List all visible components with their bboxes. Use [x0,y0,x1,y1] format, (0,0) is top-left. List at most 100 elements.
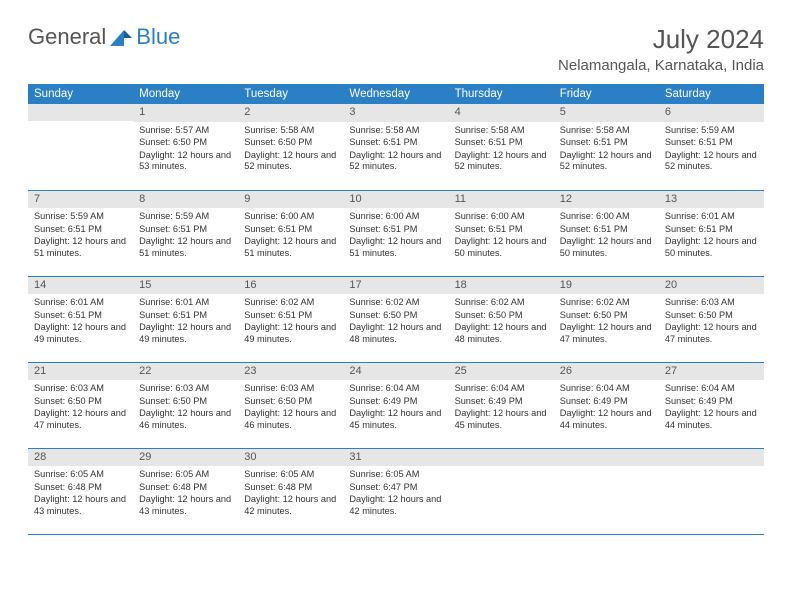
sunrise-text: Sunrise: 6:03 AM [34,383,127,395]
day-cell-23: 23Sunrise: 6:03 AMSunset: 6:50 PMDayligh… [238,362,343,448]
day-content: Sunrise: 6:05 AMSunset: 6:48 PMDaylight:… [238,466,343,524]
day-cell-2: 2Sunrise: 5:58 AMSunset: 6:50 PMDaylight… [238,104,343,190]
sunrise-text: Sunrise: 5:59 AM [34,211,127,223]
day-cell-3: 3Sunrise: 5:58 AMSunset: 6:51 PMDaylight… [343,104,448,190]
sunset-text: Sunset: 6:50 PM [34,396,127,408]
day-cell-13: 13 Sunrise: 6:01 AMSunset: 6:51 PMDayligh… [659,190,764,276]
daylight-text: Daylight: 12 hours and 52 minutes. [455,150,548,173]
day-cell-14: 14Sunrise: 6:01 AMSunset: 6:51 PMDayligh… [28,276,133,362]
daylight-text: Daylight: 12 hours and 52 minutes. [665,150,758,173]
day-content: Sunrise: 6:05 AMSunset: 6:48 PMDaylight:… [28,466,133,524]
weekday-friday: Friday [554,84,659,104]
daylight-text: Daylight: 12 hours and 46 minutes. [244,408,337,431]
sunrise-text: Sunrise: 5:58 AM [349,125,442,137]
day-content: Sunrise: 6:05 AMSunset: 6:47 PMDaylight:… [343,466,448,524]
day-cell-18: 18Sunrise: 6:02 AMSunset: 6:50 PMDayligh… [449,276,554,362]
day-number: 20 [659,277,764,295]
day-content: Sunrise: 6:05 AMSunset: 6:48 PMDaylight:… [133,466,238,524]
day-cell-20: 20Sunrise: 6:03 AMSunset: 6:50 PMDayligh… [659,276,764,362]
day-cell-31: 31Sunrise: 6:05 AMSunset: 6:47 PMDayligh… [343,448,448,534]
weekday-thursday: Thursday [449,84,554,104]
sunset-text: Sunset: 6:51 PM [665,224,758,236]
week-row: 14Sunrise: 6:01 AMSunset: 6:51 PMDayligh… [28,276,764,362]
day-content: Sunrise: 6:04 AMSunset: 6:49 PMDaylight:… [449,380,554,438]
weekday-sunday: Sunday [28,84,133,104]
day-number: 30 [238,449,343,467]
empty-content [28,121,133,177]
daylight-text: Daylight: 12 hours and 50 minutes. [665,236,758,259]
sunrise-text: Sunrise: 5:59 AM [665,125,758,137]
sunset-text: Sunset: 6:51 PM [349,224,442,236]
daylight-text: Daylight: 12 hours and 44 minutes. [560,408,653,431]
location-text: Nelamangala, Karnataka, India [558,57,764,74]
sunrise-text: Sunrise: 6:04 AM [665,383,758,395]
weekday-tuesday: Tuesday [238,84,343,104]
day-number: 24 [343,363,448,381]
daylight-text: Daylight: 12 hours and 47 minutes. [560,322,653,345]
day-number: 16 [238,277,343,295]
day-number: 13 [659,191,764,209]
sunrise-text: Sunrise: 6:05 AM [349,469,442,481]
day-cell-7: 7Sunrise: 5:59 AMSunset: 6:51 PMDaylight… [28,190,133,276]
daylight-text: Daylight: 12 hours and 44 minutes. [665,408,758,431]
daylight-text: Daylight: 12 hours and 49 minutes. [34,322,127,345]
day-cell-25: 25Sunrise: 6:04 AMSunset: 6:49 PMDayligh… [449,362,554,448]
sunrise-text: Sunrise: 6:04 AM [349,383,442,395]
daylight-text: Daylight: 12 hours and 45 minutes. [455,408,548,431]
daylight-text: Daylight: 12 hours and 43 minutes. [139,494,232,517]
daylight-text: Daylight: 12 hours and 43 minutes. [34,494,127,517]
day-content: Sunrise: 5:57 AMSunset: 6:50 PMDaylight:… [133,122,238,180]
day-content: Sunrise: 6:03 AMSunset: 6:50 PMDaylight:… [28,380,133,438]
day-content: Sunrise: 6:04 AMSunset: 6:49 PMDaylight:… [659,380,764,438]
sunset-text: Sunset: 6:51 PM [665,137,758,149]
sunrise-text: Sunrise: 6:00 AM [244,211,337,223]
day-number: 4 [449,104,554,122]
day-content: Sunrise: 6:04 AMSunset: 6:49 PMDaylight:… [343,380,448,438]
day-number: 19 [554,277,659,295]
day-cell-17: 17Sunrise: 6:02 AMSunset: 6:50 PMDayligh… [343,276,448,362]
calendar-body: 1Sunrise: 5:57 AMSunset: 6:50 PMDaylight… [28,104,764,534]
day-number: 3 [343,104,448,122]
day-number: 8 [133,191,238,209]
weekday-saturday: Saturday [659,84,764,104]
sunset-text: Sunset: 6:51 PM [560,137,653,149]
day-number: 29 [133,449,238,467]
day-cell-6: 6Sunrise: 5:59 AMSunset: 6:51 PMDaylight… [659,104,764,190]
daylight-text: Daylight: 12 hours and 46 minutes. [139,408,232,431]
day-content: Sunrise: 5:58 AMSunset: 6:51 PMDaylight:… [449,122,554,180]
sunset-text: Sunset: 6:51 PM [560,224,653,236]
day-cell-22: 22Sunrise: 6:03 AMSunset: 6:50 PMDayligh… [133,362,238,448]
empty-cell [659,448,764,534]
sunrise-text: Sunrise: 6:02 AM [455,297,548,309]
daylight-text: Daylight: 12 hours and 51 minutes. [244,236,337,259]
day-content: Sunrise: 6:00 AMSunset: 6:51 PMDaylight:… [343,208,448,266]
week-row: 21Sunrise: 6:03 AMSunset: 6:50 PMDayligh… [28,362,764,448]
day-cell-27: 27Sunrise: 6:04 AMSunset: 6:49 PMDayligh… [659,362,764,448]
day-number: 23 [238,363,343,381]
day-number: 9 [238,191,343,209]
day-content: Sunrise: 5:59 AMSunset: 6:51 PMDaylight:… [659,122,764,180]
sunrise-text: Sunrise: 6:02 AM [560,297,653,309]
day-number: 22 [133,363,238,381]
daylight-text: Daylight: 12 hours and 42 minutes. [349,494,442,517]
page-title: July 2024 [558,24,764,55]
day-content: Sunrise: 6:02 AMSunset: 6:50 PMDaylight:… [554,294,659,352]
day-number: 12 [554,191,659,209]
sunrise-text: Sunrise: 5:58 AM [244,125,337,137]
daylight-text: Daylight: 12 hours and 52 minutes. [560,150,653,173]
sunset-text: Sunset: 6:51 PM [139,310,232,322]
sunset-text: Sunset: 6:51 PM [34,224,127,236]
sunset-text: Sunset: 6:51 PM [455,224,548,236]
title-block: July 2024 Nelamangala, Karnataka, India [558,24,764,74]
sunset-text: Sunset: 6:49 PM [665,396,758,408]
day-content: Sunrise: 6:04 AMSunset: 6:49 PMDaylight:… [554,380,659,438]
sunrise-text: Sunrise: 6:00 AM [455,211,548,223]
sunset-text: Sunset: 6:50 PM [665,310,758,322]
day-number: 15 [133,277,238,295]
header: General Blue July 2024 Nelamangala, Karn… [28,24,764,74]
sunrise-text: Sunrise: 6:01 AM [665,211,758,223]
logo-triangle-icon [110,28,132,46]
sunset-text: Sunset: 6:51 PM [349,137,442,149]
daylight-text: Daylight: 12 hours and 51 minutes. [139,236,232,259]
weekday-monday: Monday [133,84,238,104]
